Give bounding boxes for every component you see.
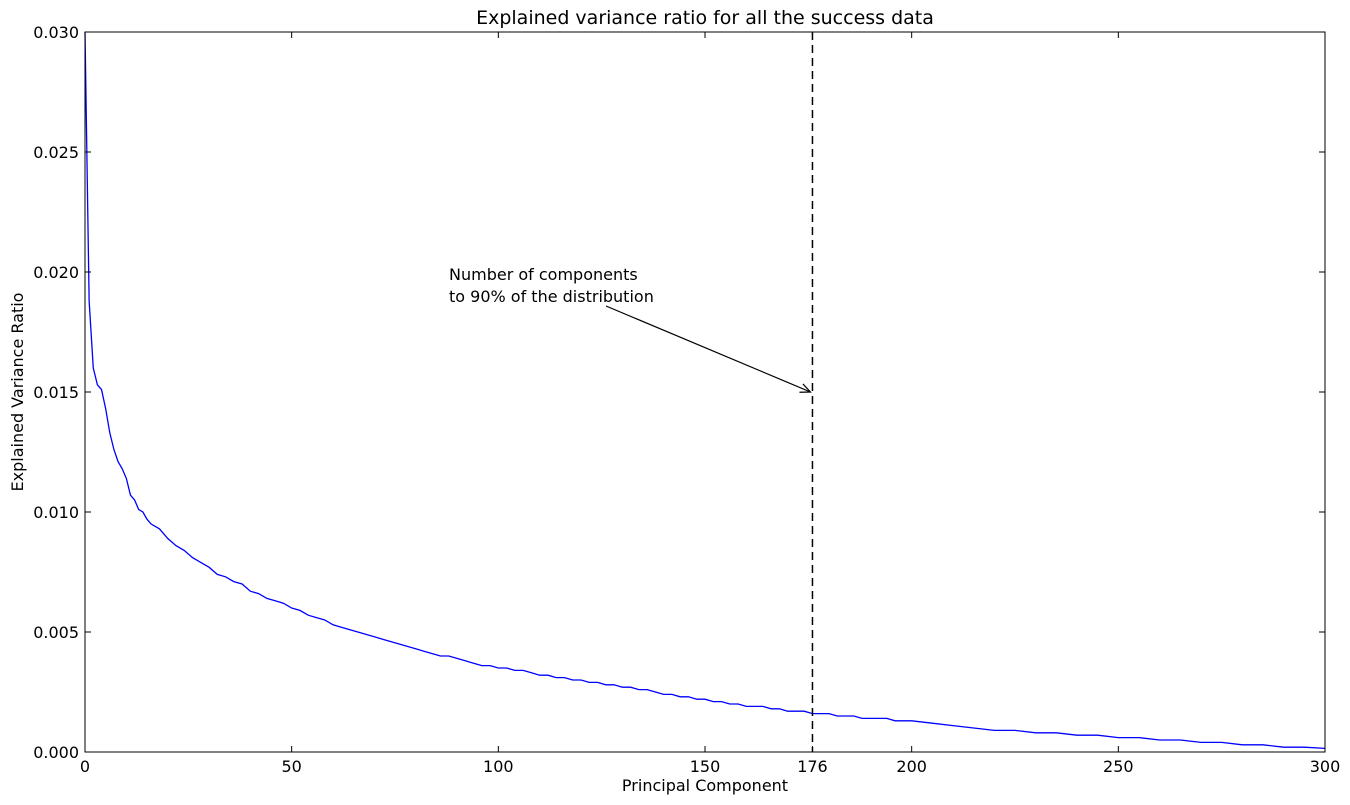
chart-title: Explained variance ratio for all the suc… bbox=[476, 7, 934, 29]
x-tick-label: 300 bbox=[1310, 757, 1341, 776]
x-tick-label: 0 bbox=[80, 757, 90, 776]
x-axis-label: Principal Component bbox=[622, 776, 788, 795]
y-tick-label: 0.020 bbox=[33, 263, 79, 282]
x-tick-label: 150 bbox=[690, 757, 721, 776]
x-tick-label: 250 bbox=[1103, 757, 1134, 776]
series-line-0 bbox=[84, 31, 1326, 750]
tick-layer: 0 50 100 150 176 200 250 300 0.000 0.005 0.010 0.01… bbox=[33, 23, 1340, 776]
plot-frame bbox=[84, 31, 1326, 753]
y-tick-label: 0.030 bbox=[33, 23, 79, 42]
annotation-line: to 90% of the distribution bbox=[449, 287, 654, 306]
annotation-arrow-line bbox=[605, 305, 811, 393]
x-tick-label: 100 bbox=[483, 757, 514, 776]
y-tick-label: 0.010 bbox=[33, 503, 79, 522]
x-tick-label: 50 bbox=[281, 757, 301, 776]
x-tick-label: 200 bbox=[896, 757, 927, 776]
annotation-layer: Number of components to 90% of the distri… bbox=[449, 265, 812, 393]
plot-background bbox=[85, 32, 1325, 752]
series-layer bbox=[84, 31, 1326, 750]
annotation-text: Number of components to 90% of the distri… bbox=[449, 265, 654, 306]
y-tick-label: 0.005 bbox=[33, 623, 79, 642]
y-tick-label: 0.000 bbox=[33, 743, 79, 762]
y-tick-label: 0.025 bbox=[33, 143, 79, 162]
y-axis-label: Explained Variance Ratio bbox=[8, 293, 27, 492]
plot-area bbox=[85, 32, 1325, 752]
y-tick-label: 0.015 bbox=[33, 383, 79, 402]
annotation-arrow-head bbox=[799, 383, 812, 393]
x-tick-label: 176 bbox=[797, 757, 828, 776]
annotation-line: Number of components bbox=[449, 265, 638, 284]
